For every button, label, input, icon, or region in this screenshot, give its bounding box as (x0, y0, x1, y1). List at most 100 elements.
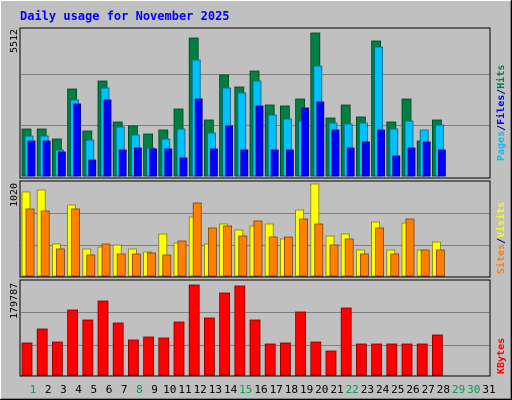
bar-sites-day-1 (25, 208, 35, 277)
bar-sites-day-12 (192, 202, 202, 277)
x-tick-label-day-5: 5 (90, 383, 97, 396)
bar-kbytes-day-4 (67, 309, 78, 376)
bar-pages-day-26 (407, 147, 416, 177)
bar-kbytes-day-16 (249, 319, 261, 376)
x-tick-label-day-14: 14 (224, 383, 238, 396)
bar-pages-day-14 (225, 125, 234, 177)
bar-sites-day-16 (253, 220, 263, 277)
panel-bottom: 179787 KBytes (9, 279, 507, 377)
bar-kbytes-day-14 (219, 292, 231, 376)
x-tick-label-day-20: 20 (315, 383, 328, 396)
x-tick-label-day-23: 23 (361, 383, 374, 396)
bar-kbytes-day-18 (279, 342, 291, 376)
bar-pages-day-22 (346, 147, 355, 177)
x-tick-label-day-9: 9 (151, 383, 158, 396)
panel-top-bars (21, 32, 446, 177)
bar-kbytes-day-6 (97, 300, 109, 376)
bar-sites-day-23 (359, 253, 369, 277)
x-tick-label-day-15: 15 (239, 383, 252, 396)
bar-sites-day-20 (314, 223, 324, 277)
bar-pages-day-16 (255, 105, 264, 177)
bar-kbytes-day-2 (36, 328, 48, 376)
bar-sites-day-28 (435, 249, 445, 277)
bar-pages-day-3 (58, 151, 66, 177)
bar-sites-day-24 (375, 227, 385, 277)
x-tick-label-day-12: 12 (194, 383, 207, 396)
x-tick-label-day-2: 2 (45, 383, 52, 396)
panel-middle-ylabel: Sites/Visits (495, 202, 507, 274)
bar-kbytes-day-22 (340, 307, 352, 376)
x-tick-label-day-18: 18 (285, 383, 298, 396)
bar-sites-day-18 (283, 236, 293, 277)
bar-sites-day-3 (56, 248, 65, 277)
ylabel-files: Files (495, 95, 507, 125)
bar-kbytes-day-23 (355, 343, 367, 376)
x-tick-label-day-19: 19 (300, 383, 313, 396)
bar-kbytes-day-20 (310, 341, 322, 376)
ylabel-pages: Pages (496, 131, 507, 161)
bar-pages-day-19 (301, 107, 310, 177)
bar-sites-day-17 (268, 236, 278, 277)
x-tick-label-day-6: 6 (106, 383, 113, 396)
bar-sites-day-7 (116, 253, 126, 277)
bar-pages-day-1 (27, 140, 36, 177)
bar-pages-day-15 (240, 149, 249, 177)
x-tick-label-day-16: 16 (254, 383, 267, 396)
bar-kbytes-day-7 (112, 322, 124, 376)
panel-top: 5512 Pages/Files/Hits (9, 27, 507, 179)
bar-sites-day-4 (71, 208, 80, 277)
x-tick-label-day-4: 4 (75, 383, 82, 396)
bar-pages-day-20 (316, 101, 325, 177)
bar-kbytes-day-17 (264, 343, 276, 376)
bar-kbytes-day-28 (431, 334, 443, 376)
bar-kbytes-day-5 (82, 319, 94, 376)
bar-pages-day-18 (285, 149, 294, 177)
ylabel-hits: Hits (495, 65, 507, 89)
bar-pages-day-24 (377, 129, 386, 177)
bar-sites-day-6 (101, 243, 111, 277)
bar-pages-day-23 (361, 141, 370, 177)
x-tick-label-day-24: 24 (376, 383, 390, 396)
bar-sites-day-8 (131, 253, 141, 277)
bar-pages-day-2 (42, 140, 51, 177)
panel-top-ymax-label: 5512 (9, 29, 20, 53)
bar-kbytes-day-26 (401, 343, 413, 376)
bar-pages-day-27 (422, 141, 431, 177)
bar-kbytes-day-10 (158, 337, 170, 376)
bar-pages-day-12 (194, 98, 203, 177)
bar-pages-day-6 (103, 99, 112, 177)
ylabel-slash-2: / (496, 89, 507, 95)
chart-title: Daily usage for November 2025 (20, 9, 230, 23)
bar-pages-day-28 (437, 149, 446, 177)
bar-kbytes-day-24 (371, 343, 383, 376)
x-tick-label-day-28: 28 (437, 383, 450, 396)
x-tick-label-day-7: 7 (121, 383, 128, 396)
bar-sites-day-15 (238, 235, 248, 277)
bar-sites-day-21 (329, 244, 339, 277)
bar-kbytes-day-25 (386, 343, 398, 376)
x-tick-label-day-13: 13 (209, 383, 222, 396)
bar-kbytes-day-15 (234, 285, 246, 376)
bar-kbytes-day-12 (188, 284, 200, 376)
x-tick-label-day-30: 30 (467, 383, 480, 396)
panel-middle-ymax-label: 1020 (9, 183, 20, 207)
bar-kbytes-day-9 (143, 336, 155, 376)
bar-kbytes-day-27 (416, 343, 428, 376)
ylabel-kbytes: KBytes (496, 338, 507, 374)
bar-pages-day-9 (149, 148, 158, 177)
x-tick-label-day-26: 26 (406, 383, 419, 396)
bar-kbytes-day-3 (52, 341, 63, 376)
bar-sites-day-14 (223, 225, 233, 277)
x-tick-label-day-31: 31 (482, 383, 495, 396)
bar-pages-day-17 (270, 149, 279, 177)
panel-top-ylabel: Pages/Files/Hits (495, 65, 507, 161)
panel-bottom-ylabel: KBytes (496, 338, 507, 374)
bar-sites-day-9 (147, 252, 157, 277)
bar-pages-day-25 (392, 155, 401, 177)
bar-pages-day-21 (331, 129, 340, 177)
bar-sites-day-19 (299, 218, 309, 277)
bar-sites-day-2 (40, 210, 50, 277)
bar-pages-day-7 (118, 149, 127, 177)
bar-kbytes-day-1 (21, 342, 33, 376)
bar-pages-day-10 (164, 148, 173, 177)
